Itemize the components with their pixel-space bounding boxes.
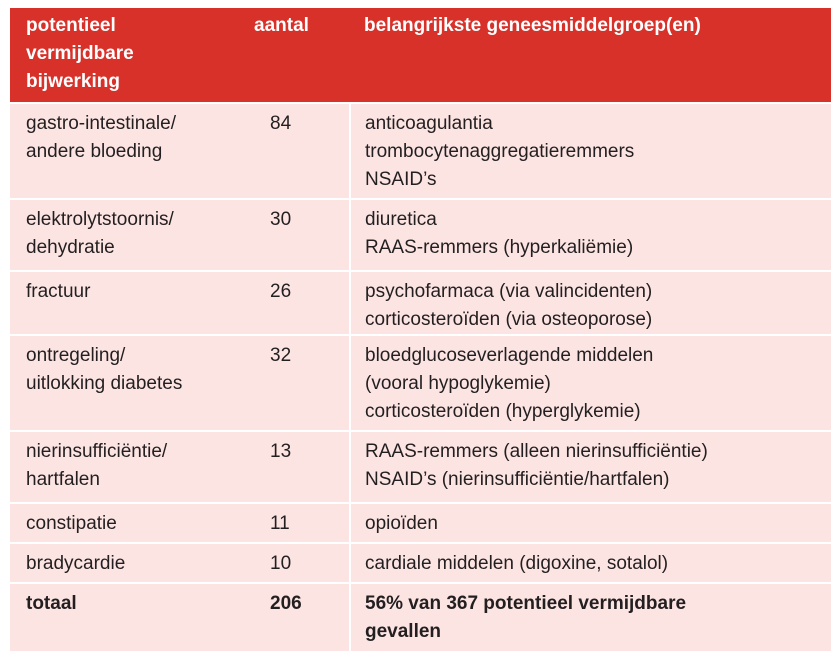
table-body: gastro-intestinale/andere bloeding 84 anti…	[10, 102, 831, 651]
effect-cell: elektrolytstoornis/dehydratie	[10, 198, 240, 271]
table-row: elektrolytstoornis/dehydratie 30 diuretica…	[10, 198, 831, 271]
groups-cell: cardiale middelen (digoxine, sotalol)	[349, 542, 831, 583]
cell-text: anticoagulantia	[365, 113, 493, 134]
table-row: ontregeling/uitlokking diabetes 32 bloedgl…	[10, 334, 831, 431]
groups-cell: 56% van 367 potentieel vermijdbare gevall…	[349, 582, 831, 651]
cell-text: fractuur	[26, 281, 91, 302]
cell-text: uitlokking diabetes	[26, 373, 183, 394]
count-cell: 30	[240, 198, 350, 271]
cell-text: opioïden	[365, 513, 438, 534]
cell-text: diuretica	[365, 209, 437, 230]
header-row: potentieel vermijdbare bijwerking aantal bel…	[10, 8, 831, 103]
cell-text: elektrolytstoornis/	[26, 209, 174, 230]
cell-text: 13	[270, 441, 292, 462]
effect-cell: fractuur	[10, 270, 240, 335]
cell-text: aantal	[254, 15, 309, 36]
cell-text: corticosteroïden (hyperglykemie)	[365, 401, 641, 422]
header-cell: belangrijkste geneesmiddelgroep(en)	[350, 8, 831, 103]
cell-text: RAAS-remmers (hyperkaliëmie)	[365, 237, 634, 258]
effect-cell: ontregeling/uitlokking diabetes	[10, 334, 240, 431]
cell-text: 206	[270, 593, 302, 614]
count-cell: 10	[240, 542, 350, 583]
cell-text: NSAID’s	[365, 169, 437, 190]
cell-text: belangrijkste geneesmiddelgroep(en)	[364, 15, 701, 36]
groups-cell: diuretica RAAS-remmers (hyperkaliëmie)	[349, 198, 831, 271]
cell-text: ontregeling/	[26, 345, 126, 366]
table-row: bradycardie 10 cardiale middelen (digoxine…	[10, 542, 831, 583]
groups-cell: psychofarmaca (via valincidenten) cortico…	[349, 270, 831, 335]
cell-text: RAAS-remmers (alleen nierinsufficiëntie)	[365, 441, 708, 462]
cell-text: psychofarmaca (via valincidenten)	[365, 281, 653, 302]
cell-text: nierinsufficiëntie/	[26, 441, 168, 462]
effect-cell: totaal	[10, 582, 240, 651]
cell-text: dehydratie	[26, 237, 115, 258]
cell-text: corticosteroïden (via osteoporose)	[365, 309, 653, 330]
cell-text: bradycardie	[26, 553, 126, 574]
count-cell: 32	[240, 334, 350, 431]
table-row: gastro-intestinale/andere bloeding 84 anti…	[10, 102, 831, 199]
table-row: nierinsufficiëntie/hartfalen 13 RAAS-remme…	[10, 430, 831, 503]
cell-text: potentieel	[26, 15, 116, 36]
effect-cell: nierinsufficiëntie/hartfalen	[10, 430, 240, 503]
count-cell: 84	[240, 102, 350, 199]
groups-cell: opioïden	[349, 502, 831, 543]
cell-text: bijwerking	[26, 71, 120, 92]
cell-text: 84	[270, 113, 292, 134]
groups-cell: bloedglucoseverlagende middelen (vooral h…	[349, 334, 831, 431]
cell-text: 10	[270, 553, 292, 574]
table-row: fractuur 26 psychofarmaca (via valincident…	[10, 270, 831, 335]
cell-text: andere bloeding	[26, 141, 163, 162]
data-table: potentieel vermijdbare bijwerking aantal bel…	[10, 8, 831, 651]
cell-text: 56% van 367 potentieel vermijdbare	[365, 593, 687, 614]
cell-text: 32	[270, 345, 292, 366]
total-row: totaal 206 56% van 367 potentieel vermijdb…	[10, 582, 831, 651]
count-cell: 13	[240, 430, 350, 503]
count-cell: 26	[240, 270, 350, 335]
header-cell: aantal	[240, 8, 350, 103]
cell-text: vermijdbare	[26, 43, 134, 64]
groups-cell: anticoagulantia trombocytenaggregatieremm…	[349, 102, 831, 199]
count-cell: 206	[240, 582, 350, 651]
cell-text: hartfalen	[26, 469, 100, 490]
cell-text: trombocytenaggregatieremmers	[365, 141, 635, 162]
groups-cell: RAAS-remmers (alleen nierinsufficiëntie)…	[349, 430, 831, 503]
cell-text: cardiale middelen (digoxine, sotalol)	[365, 553, 669, 574]
effect-cell: bradycardie	[10, 542, 240, 583]
cell-text: constipatie	[26, 513, 117, 534]
cell-text: NSAID’s (nierinsufficiëntie/hartfalen)	[365, 469, 670, 490]
effect-cell: gastro-intestinale/andere bloeding	[10, 102, 240, 199]
cell-text: 26	[270, 281, 292, 302]
header-cell: potentieel vermijdbare bijwerking	[10, 8, 240, 103]
cell-text: (vooral hypoglykemie)	[365, 373, 551, 394]
cell-text: 30	[270, 209, 292, 230]
cell-text: gastro-intestinale/	[26, 113, 176, 134]
cell-text: gevallen	[365, 621, 442, 642]
cell-text: totaal	[26, 593, 77, 614]
effect-cell: constipatie	[10, 502, 240, 543]
cell-text: bloedglucoseverlagende middelen	[365, 345, 654, 366]
table-row: constipatie 11 opioïden	[10, 502, 831, 543]
count-cell: 11	[240, 502, 350, 543]
cell-text: 11	[270, 513, 290, 534]
